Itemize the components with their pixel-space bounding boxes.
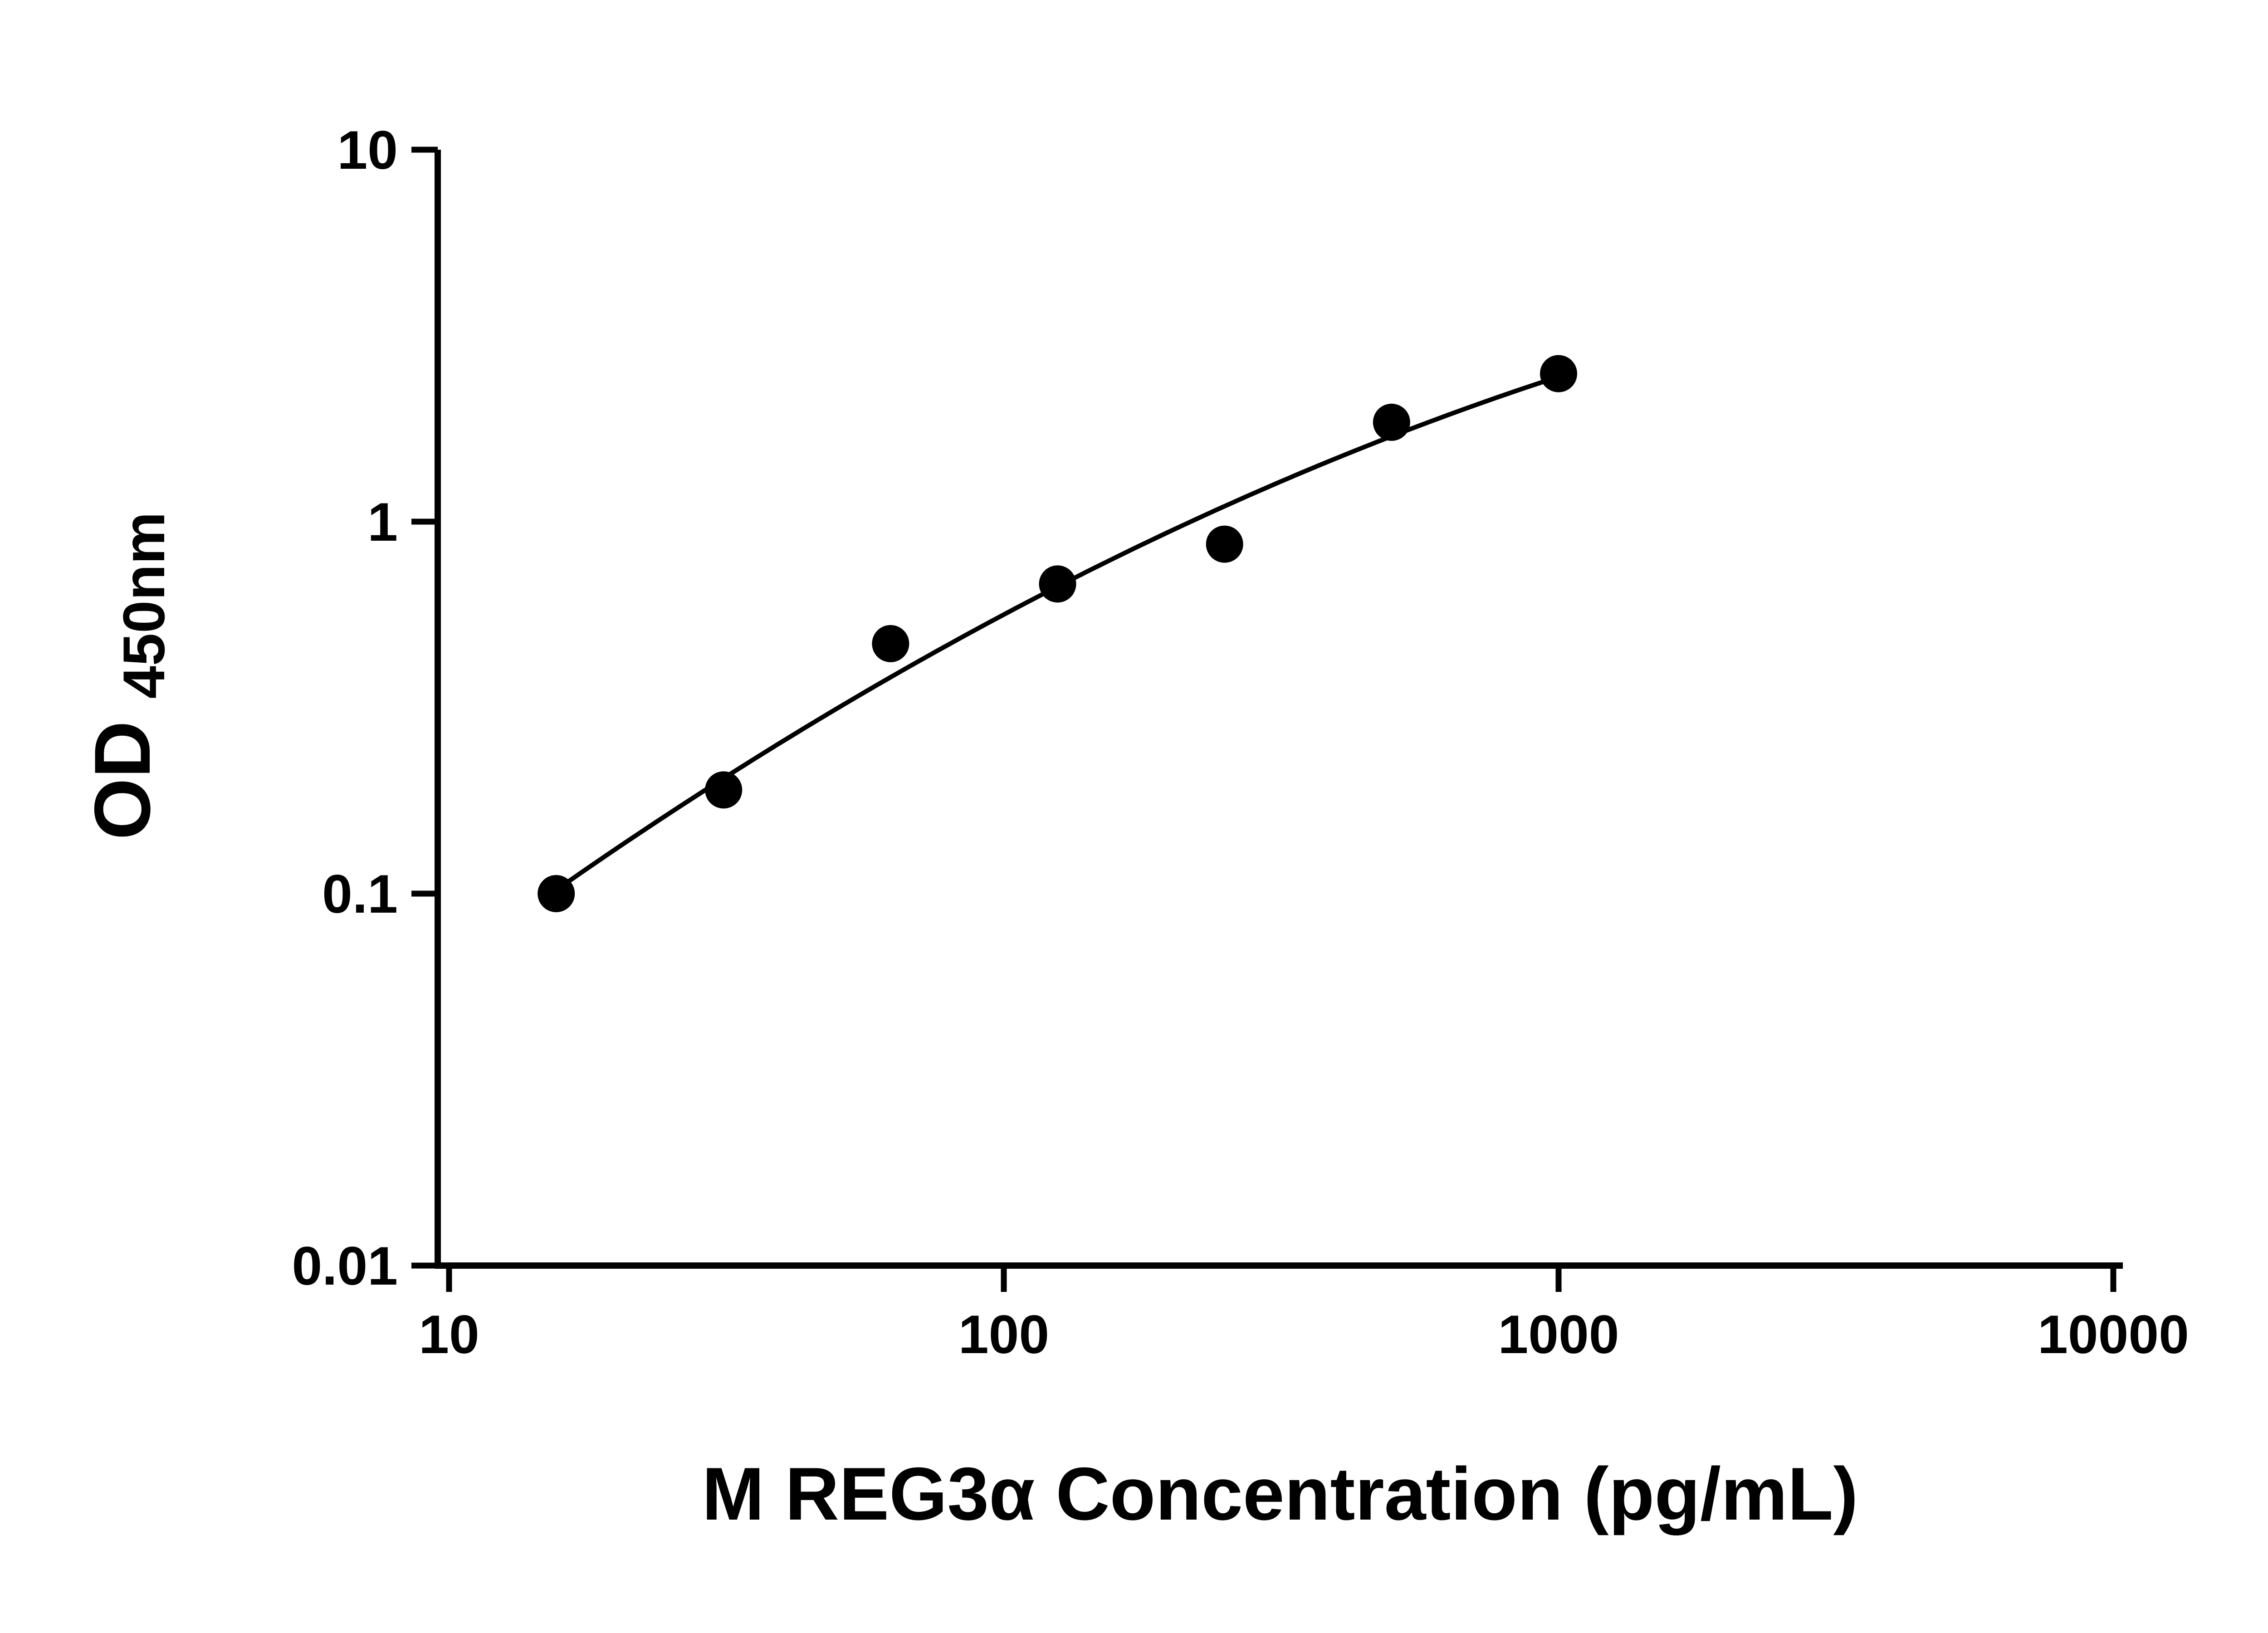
axes-layer — [435, 150, 2123, 1269]
y-tick-label: 0.01 — [292, 1236, 398, 1296]
data-point — [1540, 355, 1577, 392]
x-tick-label: 1000 — [1498, 1304, 1619, 1365]
data-point — [1206, 525, 1243, 563]
y-tick-label: 10 — [337, 120, 398, 181]
y-tick-label: 0.1 — [322, 864, 398, 924]
curve-layer — [555, 374, 1559, 892]
x-axis-label: M REG3α Concentration (pg/mL) — [702, 1452, 1858, 1535]
points-layer — [538, 355, 1577, 912]
data-point — [872, 625, 909, 662]
x-tick-label: 10 — [419, 1304, 479, 1365]
tick-labels-layer: 10 100 1000 10000 0.01 0.1 1 10 — [292, 120, 2189, 1365]
x-tick-label: 10000 — [2038, 1304, 2189, 1365]
y-axis-label-main: OD — [78, 721, 167, 840]
x-tick-label: 100 — [958, 1304, 1049, 1365]
data-point — [538, 875, 575, 912]
axis-line — [435, 150, 2123, 1269]
fit-curve — [555, 374, 1559, 892]
data-point — [1039, 565, 1076, 603]
data-point — [1373, 403, 1410, 441]
data-point — [705, 771, 743, 809]
tick-layer — [411, 147, 2116, 1292]
y-tick-label: 1 — [367, 492, 398, 552]
y-axis-label: OD 450nm — [78, 512, 177, 840]
y-axis-label-subscript: 450nm — [111, 512, 177, 699]
